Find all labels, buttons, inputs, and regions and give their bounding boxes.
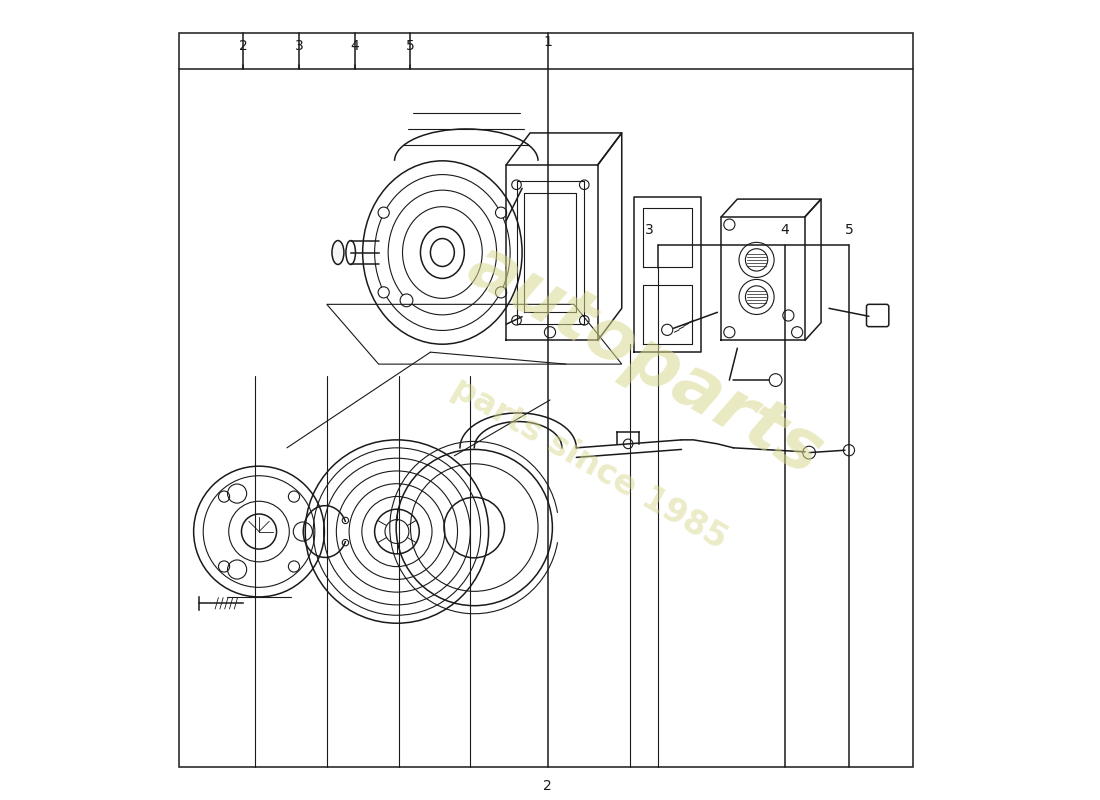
Text: 2: 2 [239,39,248,54]
Circle shape [495,286,507,298]
Ellipse shape [332,241,344,265]
Text: 3: 3 [295,39,304,54]
Circle shape [378,207,389,218]
Circle shape [228,560,246,579]
Text: parts since 1985: parts since 1985 [447,371,734,556]
Circle shape [783,310,794,321]
Text: 2: 2 [543,778,552,793]
Circle shape [294,522,312,541]
Text: 5: 5 [845,222,854,237]
Text: 1: 1 [543,35,552,50]
Text: 5: 5 [406,39,415,54]
Circle shape [495,207,507,218]
Text: autoparts: autoparts [456,230,835,490]
Circle shape [228,484,246,503]
Text: 4: 4 [781,222,790,237]
Circle shape [378,286,389,298]
Text: 4: 4 [350,39,359,54]
FancyBboxPatch shape [867,304,889,326]
Circle shape [400,294,412,306]
Circle shape [739,242,774,278]
Text: 3: 3 [645,222,653,237]
Circle shape [739,279,774,314]
